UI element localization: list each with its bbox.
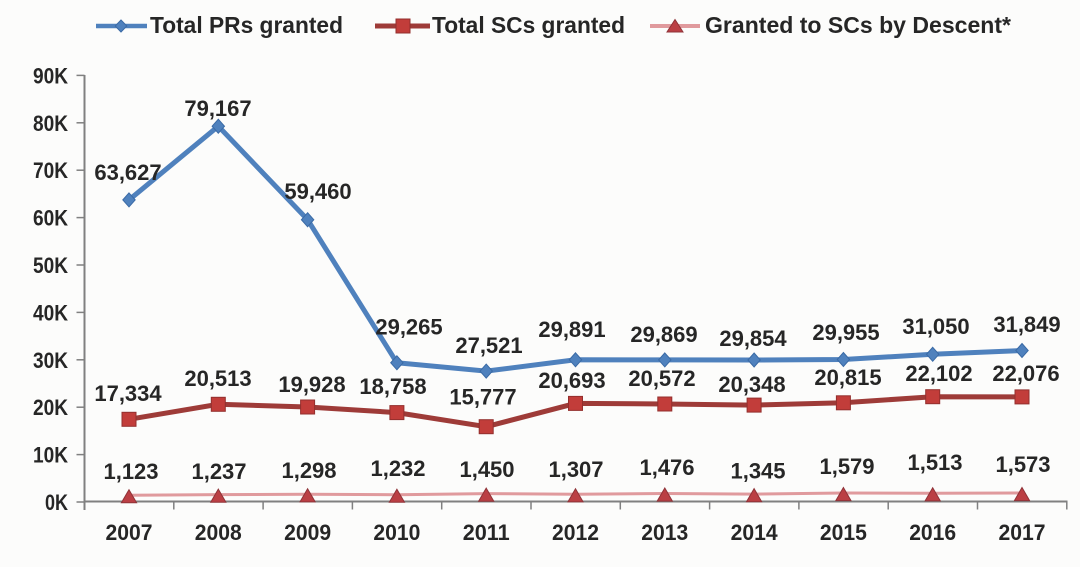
svg-text:1,237: 1,237 xyxy=(191,459,246,484)
svg-text:63,627: 63,627 xyxy=(94,160,161,185)
svg-text:1,345: 1,345 xyxy=(730,459,785,484)
svg-text:20,815: 20,815 xyxy=(814,365,881,390)
svg-text:20,513: 20,513 xyxy=(184,366,251,391)
svg-text:Total SCs granted: Total SCs granted xyxy=(432,12,625,38)
svg-text:2010: 2010 xyxy=(373,520,420,545)
svg-text:2011: 2011 xyxy=(463,520,510,545)
svg-text:2014: 2014 xyxy=(731,520,779,545)
svg-text:20,572: 20,572 xyxy=(628,366,695,391)
svg-text:17,334: 17,334 xyxy=(94,381,162,406)
svg-text:22,102: 22,102 xyxy=(905,361,972,386)
svg-text:2013: 2013 xyxy=(641,520,688,545)
svg-text:1,450: 1,450 xyxy=(459,457,514,482)
svg-text:1,579: 1,579 xyxy=(819,454,874,479)
svg-text:2015: 2015 xyxy=(820,520,867,545)
svg-text:20,348: 20,348 xyxy=(718,372,785,397)
svg-text:0K: 0K xyxy=(45,490,68,515)
svg-text:29,955: 29,955 xyxy=(812,320,879,345)
svg-text:29,891: 29,891 xyxy=(538,317,605,342)
svg-text:15,777: 15,777 xyxy=(449,385,516,410)
svg-text:2007: 2007 xyxy=(106,520,153,545)
svg-text:1,307: 1,307 xyxy=(548,457,603,482)
svg-text:19,928: 19,928 xyxy=(278,372,345,397)
svg-text:18,758: 18,758 xyxy=(359,374,426,399)
svg-text:29,869: 29,869 xyxy=(630,322,697,347)
svg-text:1,573: 1,573 xyxy=(995,452,1050,477)
svg-text:2016: 2016 xyxy=(909,520,956,545)
svg-text:1,476: 1,476 xyxy=(639,455,694,480)
svg-text:22,076: 22,076 xyxy=(992,361,1059,386)
svg-text:10K: 10K xyxy=(33,443,68,468)
svg-text:2012: 2012 xyxy=(552,520,599,545)
svg-text:Total PRs granted: Total PRs granted xyxy=(150,12,343,38)
svg-text:27,521: 27,521 xyxy=(455,333,522,358)
svg-text:1,513: 1,513 xyxy=(907,450,962,475)
svg-text:80K: 80K xyxy=(33,111,68,136)
svg-text:79,167: 79,167 xyxy=(184,96,251,121)
svg-text:Granted to SCs by Descent*: Granted to SCs by Descent* xyxy=(705,12,1011,38)
svg-text:60K: 60K xyxy=(33,206,68,231)
svg-text:31,849: 31,849 xyxy=(993,312,1060,337)
svg-text:40K: 40K xyxy=(33,300,68,325)
svg-text:20K: 20K xyxy=(33,395,68,420)
svg-text:30K: 30K xyxy=(33,348,68,373)
svg-text:59,460: 59,460 xyxy=(284,179,351,204)
svg-text:1,232: 1,232 xyxy=(370,456,425,481)
svg-text:29,265: 29,265 xyxy=(375,315,442,340)
svg-text:2017: 2017 xyxy=(999,520,1046,545)
svg-text:50K: 50K xyxy=(33,253,68,278)
svg-text:2009: 2009 xyxy=(284,520,331,545)
svg-text:31,050: 31,050 xyxy=(902,314,969,339)
svg-text:1,298: 1,298 xyxy=(281,458,336,483)
svg-text:70K: 70K xyxy=(33,158,68,183)
svg-text:20,693: 20,693 xyxy=(538,368,605,393)
svg-text:1,123: 1,123 xyxy=(103,459,158,484)
svg-text:2008: 2008 xyxy=(195,520,242,545)
svg-text:90K: 90K xyxy=(33,63,68,88)
svg-text:29,854: 29,854 xyxy=(719,326,787,351)
